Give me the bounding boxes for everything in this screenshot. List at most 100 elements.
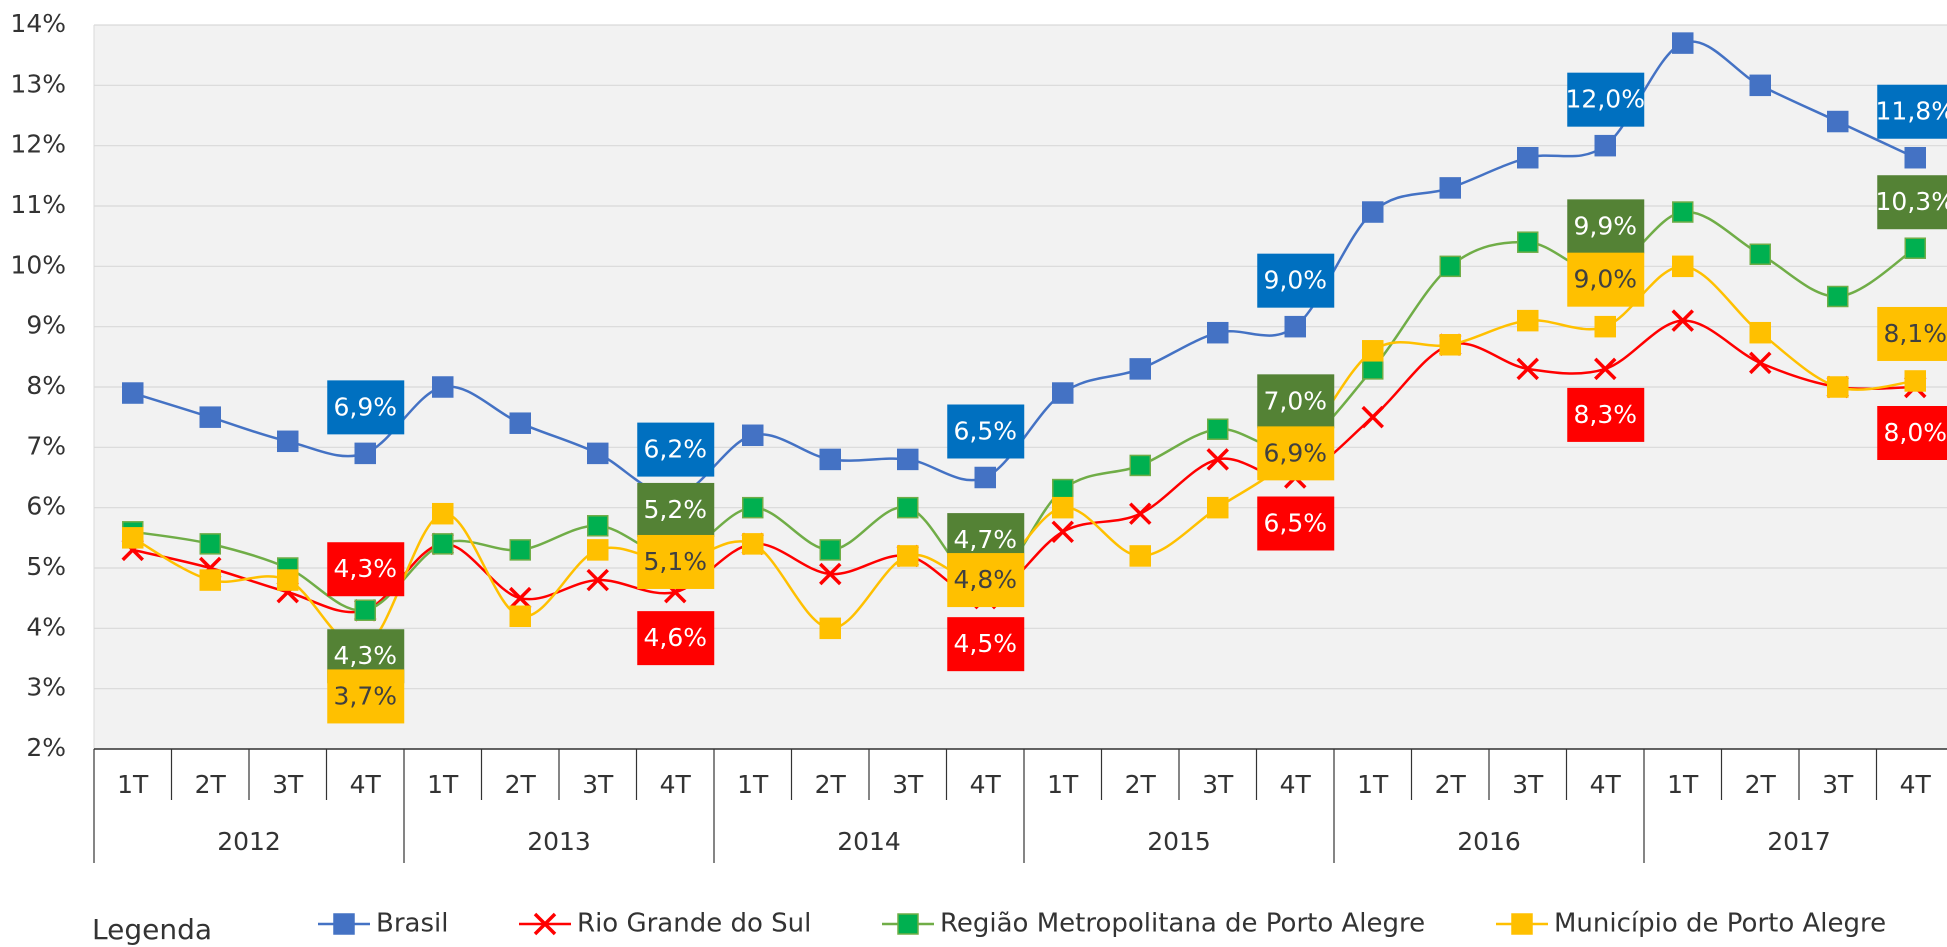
marker (1672, 201, 1694, 223)
value-label-box (1257, 496, 1335, 551)
marker (354, 599, 376, 621)
marker (354, 442, 376, 465)
value-label-box (327, 542, 405, 597)
value-label-box (637, 482, 715, 537)
marker (1052, 478, 1074, 501)
marker (1672, 32, 1694, 54)
marker (897, 913, 919, 935)
value-label-box (1567, 387, 1645, 442)
marker (1517, 146, 1539, 169)
value-label-box (1567, 72, 1645, 127)
y-tick-label: 11% (10, 190, 66, 219)
value-label: 9,9% (1573, 211, 1637, 240)
marker (1517, 231, 1539, 253)
marker (432, 533, 454, 555)
value-label: 9,0% (1263, 266, 1327, 295)
value-label-box (327, 380, 405, 435)
marker (742, 424, 764, 447)
marker (1052, 382, 1074, 404)
x-tick-label: 1T (737, 770, 769, 799)
marker (897, 545, 919, 567)
marker (587, 539, 609, 561)
marker (1129, 545, 1151, 567)
value-label: 5,1% (643, 547, 707, 576)
y-tick-label: 5% (26, 552, 66, 581)
marker (1284, 315, 1306, 338)
value-label: 9,0% (1573, 265, 1637, 294)
marker (277, 569, 299, 591)
marker (587, 442, 609, 465)
y-tick-label: 2% (26, 733, 66, 762)
x-tick-label: 4T (1900, 770, 1932, 799)
x-tick-label: 4T (970, 770, 1002, 799)
marker (742, 496, 764, 519)
value-label-box (1257, 374, 1335, 429)
marker (199, 533, 221, 555)
y-tick-label: 6% (26, 492, 66, 521)
x-tick-label: 3T (1202, 770, 1234, 799)
year-label: 2015 (1147, 827, 1211, 856)
marker (1672, 255, 1694, 278)
value-label-box (1257, 253, 1335, 308)
year-label: 2012 (217, 827, 281, 856)
marker (1361, 405, 1384, 429)
marker (1671, 309, 1694, 332)
value-label: 11,8% (1876, 97, 1947, 126)
marker (333, 913, 355, 935)
marker (1511, 913, 1533, 935)
marker (122, 382, 144, 404)
x-tick-label: 4T (1280, 770, 1312, 799)
marker (533, 912, 557, 936)
marker (1594, 357, 1617, 381)
value-label: 4,6% (643, 623, 707, 652)
marker (1594, 315, 1616, 338)
legend-label: Município de Porto Alegre (1554, 909, 1886, 939)
marker (1904, 237, 1926, 259)
year-label: 2013 (527, 827, 591, 856)
value-label: 8,3% (1573, 400, 1637, 429)
value-label-box (637, 534, 715, 589)
value-labels: 6,9% 6,2% 6,5% 9,0% 12,0% 11,8% 4,3% 4,6% 4,5% 6,… (327, 72, 1947, 724)
marker (1207, 496, 1229, 519)
x-tick-label: 4T (660, 770, 692, 799)
marker (199, 569, 221, 591)
y-tick-label: 13% (10, 69, 66, 98)
marker (1129, 454, 1151, 477)
marker (1052, 496, 1074, 519)
marker (1904, 146, 1926, 169)
value-label: 4,3% (333, 554, 397, 583)
marker (509, 412, 531, 434)
marker (1362, 358, 1384, 380)
x-tick-label: 1T (117, 770, 149, 799)
value-label: 5,2% (643, 495, 707, 524)
x-tick-label: 4T (350, 770, 382, 799)
legend-label: Rio Grande do Sul (577, 909, 811, 939)
marker (897, 448, 919, 471)
value-label-box (637, 422, 715, 477)
marker (509, 605, 531, 628)
marker (974, 466, 996, 489)
value-label: 8,0% (1883, 418, 1947, 447)
marker (277, 430, 299, 453)
marker (1129, 502, 1152, 525)
value-label-box (947, 553, 1025, 608)
marker (509, 586, 532, 610)
marker (1129, 358, 1151, 380)
marker (586, 568, 609, 592)
x-tick-label: 1T (1357, 770, 1389, 799)
value-label: 4,5% (953, 629, 1017, 658)
value-label: 6,9% (1263, 438, 1327, 467)
marker (1362, 201, 1384, 223)
x-tick-label: 2T (1435, 770, 1467, 799)
marker (1904, 370, 1926, 392)
x-tick-label: 2T (815, 770, 847, 799)
marker (1827, 110, 1849, 133)
marker (1827, 285, 1849, 308)
value-label: 8,1% (1883, 319, 1947, 348)
value-label: 6,2% (643, 435, 707, 464)
y-tick-label: 14% (10, 9, 66, 38)
marker (1207, 418, 1229, 440)
marker (1362, 340, 1384, 362)
marker (819, 562, 842, 586)
